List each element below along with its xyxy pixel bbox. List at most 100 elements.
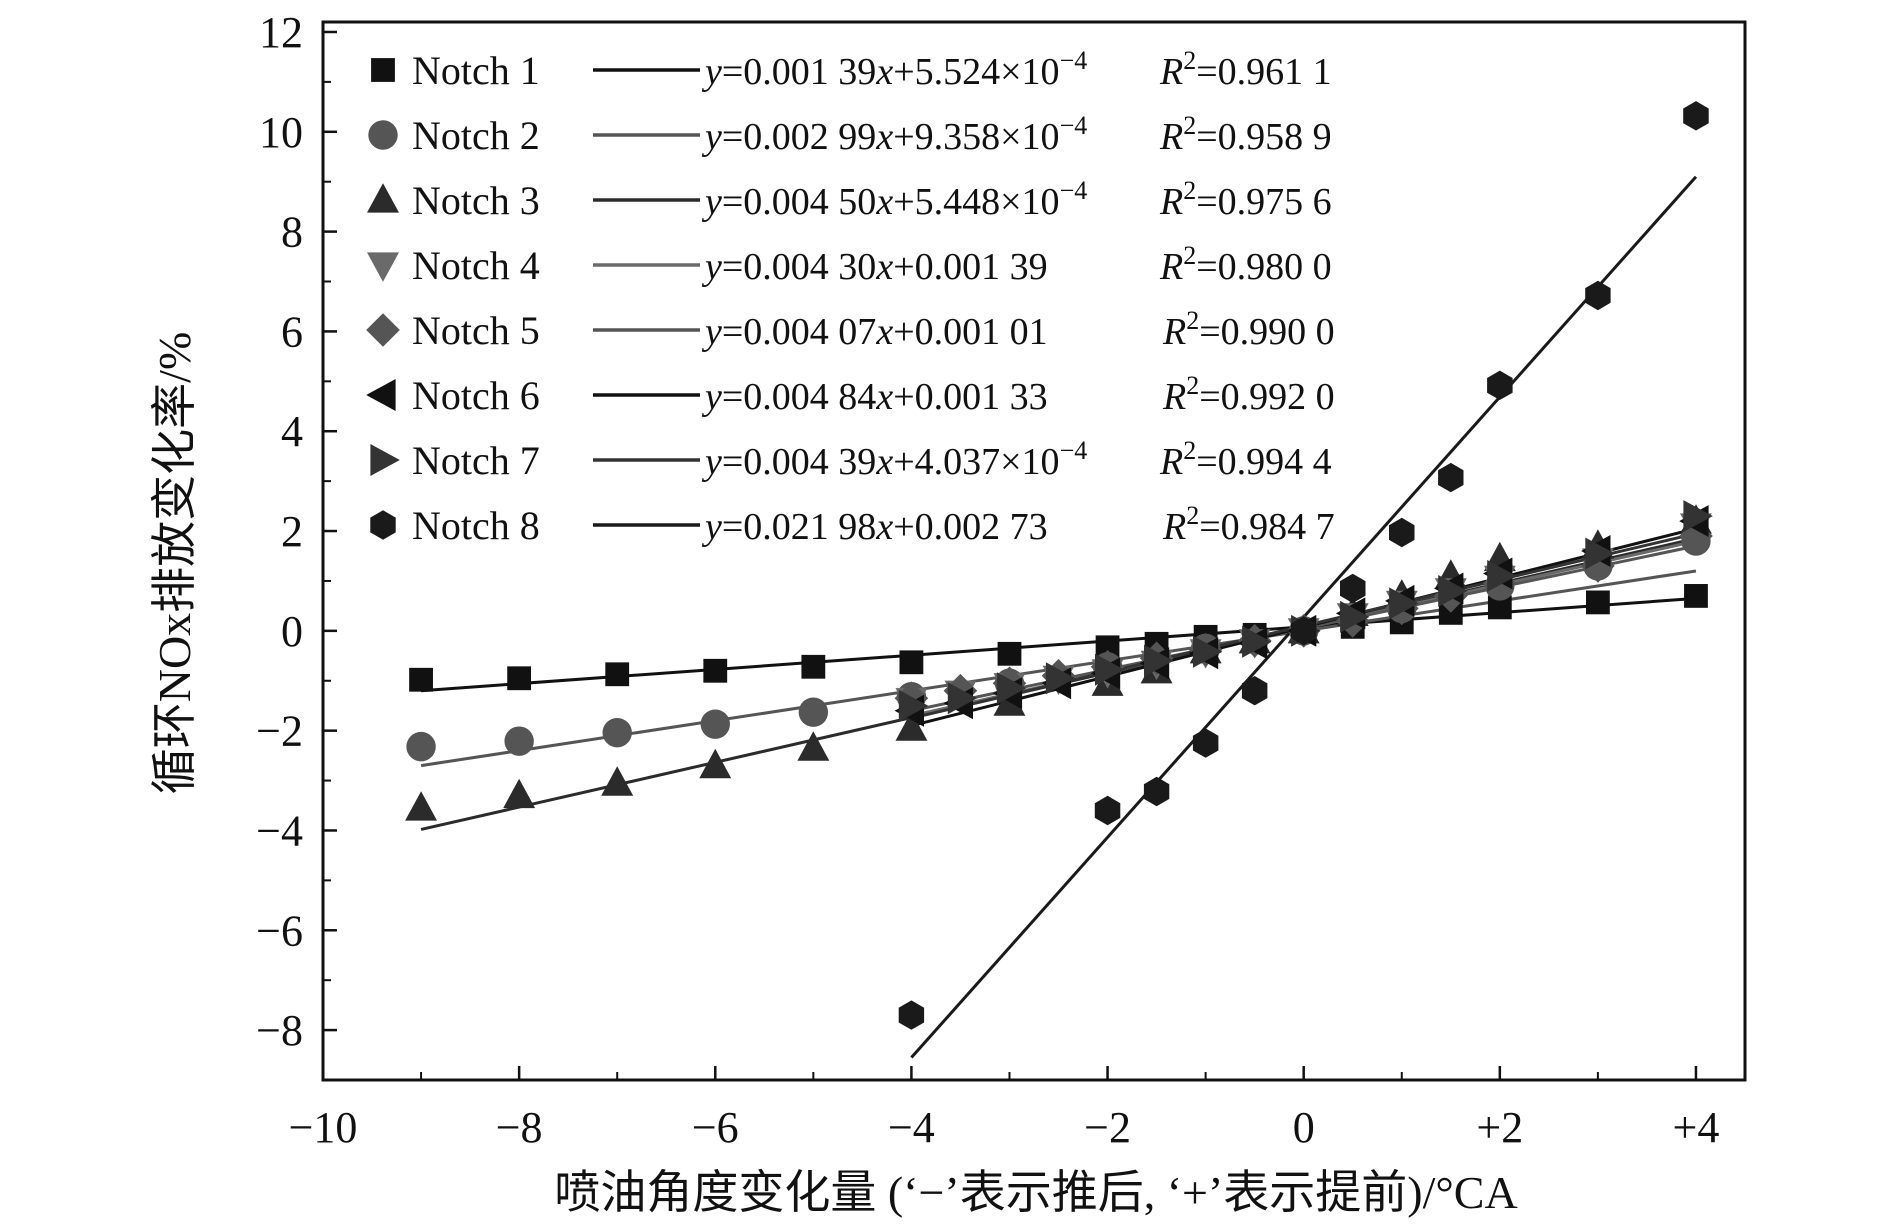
axis-ticks: −10 −8 −6 −4 −2 0 +2 +4 −8 −6 −4 −2 0 2 4 6 8 10 12	[256, 8, 1719, 1152]
legend-equation: y=0.004 30x+0.001 39	[701, 246, 1048, 288]
legend-marker-notch-2	[368, 120, 398, 150]
data-point-notch-1	[1487, 595, 1512, 620]
legend-label: Notch 6	[412, 373, 540, 418]
data-point-notch-8	[1438, 462, 1464, 493]
data-point-notch-8	[1291, 616, 1317, 646]
data-point-notch-7	[1242, 625, 1272, 658]
data-point-notch-7	[1389, 587, 1419, 620]
legend-equation: y=0.004 07x+0.001 01	[701, 311, 1048, 353]
x-tick-label: −6	[692, 1103, 739, 1152]
x-tick-label: −4	[888, 1103, 935, 1152]
data-point-notch-7	[1438, 575, 1468, 607]
data-point-notch-1	[1438, 600, 1463, 625]
legend-r-squared: R2=0.992 0	[1162, 371, 1335, 418]
data-point-notch-8	[1683, 101, 1709, 131]
y-tick-label: 12	[259, 8, 303, 57]
y-tick-label: 6	[281, 307, 303, 356]
legend-marker-notch-1	[371, 58, 395, 82]
y-tick-label: 2	[281, 507, 303, 556]
y-tick-label: −4	[256, 806, 303, 855]
legend: Notch 1 y=0.001 39x+5.524×10−4 R2=0.961 1N…	[366, 46, 1335, 548]
data-point-notch-7	[1683, 500, 1713, 532]
data-point-notch-1	[605, 662, 630, 687]
legend-label: Notch 8	[412, 503, 540, 548]
data-point-notch-1	[507, 666, 532, 691]
data-point-notch-1	[899, 650, 924, 675]
legend-entry: Notch 6 y=0.004 84x+0.001 33 R2=0.992 0	[366, 371, 1335, 418]
data-point-notch-8	[1487, 370, 1513, 400]
legend-equation: y=0.004 84x+0.001 33	[701, 376, 1048, 418]
data-point-notch-1	[1585, 590, 1610, 615]
data-point-notch-3	[405, 791, 437, 821]
data-point-notch-3	[797, 731, 830, 761]
legend-entry: Notch 5 y=0.004 07x+0.001 01 R2=0.990 0	[366, 306, 1335, 353]
legend-label: Notch 1	[412, 48, 540, 93]
data-point-notch-1	[1684, 584, 1708, 608]
legend-label: Notch 2	[412, 113, 540, 158]
legend-equation: y=0.021 98x+0.002 73	[701, 506, 1048, 548]
legend-label: Notch 3	[412, 178, 540, 223]
x-tick-label: +4	[1673, 1103, 1720, 1152]
data-point-notch-8	[1389, 517, 1415, 548]
data-point-notch-7	[1585, 537, 1615, 570]
x-tick-label: −8	[496, 1103, 543, 1152]
plot-area	[321, 20, 1747, 1082]
x-tick-label: −10	[289, 1103, 358, 1152]
legend-equation: y=0.004 39x+4.037×10−4	[701, 436, 1087, 483]
legend-r-squared: R2=0.975 6	[1159, 176, 1332, 223]
data-point-notch-1	[801, 654, 826, 679]
x-axis-title: 喷油角度变化量 (‘−’表示推后, ‘+’表示提前)/°CA	[554, 1167, 1517, 1218]
data-point-notch-3	[503, 778, 536, 809]
legend-marker-notch-4	[367, 252, 399, 282]
legend-entry: Notch 3 y=0.004 50x+5.448×10−4 R2=0.975 6	[367, 176, 1332, 223]
data-point-notch-2	[406, 731, 436, 762]
data-point-notch-3	[601, 766, 634, 796]
legend-label: Notch 4	[412, 243, 540, 288]
legend-label: Notch 5	[412, 308, 540, 353]
fit-line-notch-1	[420, 596, 1697, 693]
x-tick-label: 0	[1293, 1103, 1315, 1152]
y-tick-label: 0	[281, 607, 303, 656]
legend-equation: y=0.002 99x+9.358×10−4	[701, 111, 1087, 158]
legend-marker-notch-8	[370, 510, 396, 540]
legend-r-squared: R2=0.980 0	[1159, 241, 1332, 288]
data-point-notch-8	[1143, 776, 1170, 807]
data-point-notch-8	[1585, 280, 1611, 311]
data-point-notch-2	[798, 697, 829, 727]
legend-label: Notch 7	[412, 438, 540, 483]
y-tick-label: 8	[281, 208, 303, 257]
legend-equation: y=0.001 39x+5.524×10−4	[701, 46, 1087, 93]
data-point-notch-7	[898, 689, 929, 722]
legend-r-squared: R2=0.994 4	[1159, 436, 1332, 483]
legend-entry: Notch 2 y=0.002 99x+9.358×10−4 R2=0.958 9	[368, 111, 1332, 158]
legend-marker-notch-7	[370, 444, 400, 476]
y-tick-label: 4	[281, 407, 303, 456]
data-point-notch-8	[898, 1000, 925, 1030]
data-point-notch-2	[700, 709, 730, 739]
legend-entry: Notch 8 y=0.021 98x+0.002 73 R2=0.984 7	[370, 501, 1335, 548]
legend-equation: y=0.004 50x+5.448×10−4	[701, 176, 1087, 223]
data-point-notch-3	[699, 748, 732, 779]
legend-entry: Notch 1 y=0.001 39x+5.524×10−4 R2=0.961 1	[371, 46, 1332, 93]
y-tick-label: −6	[256, 906, 303, 955]
data-point-notch-7	[1144, 644, 1174, 677]
data-point-notch-7	[947, 682, 978, 715]
data-point-notch-1	[1095, 635, 1120, 660]
data-point-notch-7	[1045, 662, 1076, 695]
data-point-notch-8	[1094, 795, 1121, 826]
y-axis-title: 循环NOx排放变化率/%	[149, 332, 200, 795]
data-point-notch-1	[703, 658, 728, 683]
data-point-notch-8	[1241, 676, 1268, 706]
data-point-notch-7	[1095, 653, 1125, 686]
data-point-notch-7	[1340, 600, 1370, 633]
legend-marker-notch-6	[366, 379, 396, 411]
data-point-notch-5	[1679, 519, 1713, 553]
data-point-notch-7	[1193, 635, 1223, 668]
x-tick-label: −2	[1084, 1103, 1131, 1152]
data-point-notch-8	[1340, 573, 1366, 604]
data-point-notch-1	[997, 641, 1022, 666]
legend-marker-notch-3	[367, 183, 399, 213]
legend-entry: Notch 7 y=0.004 39x+4.037×10−4 R2=0.994 4	[370, 436, 1332, 483]
